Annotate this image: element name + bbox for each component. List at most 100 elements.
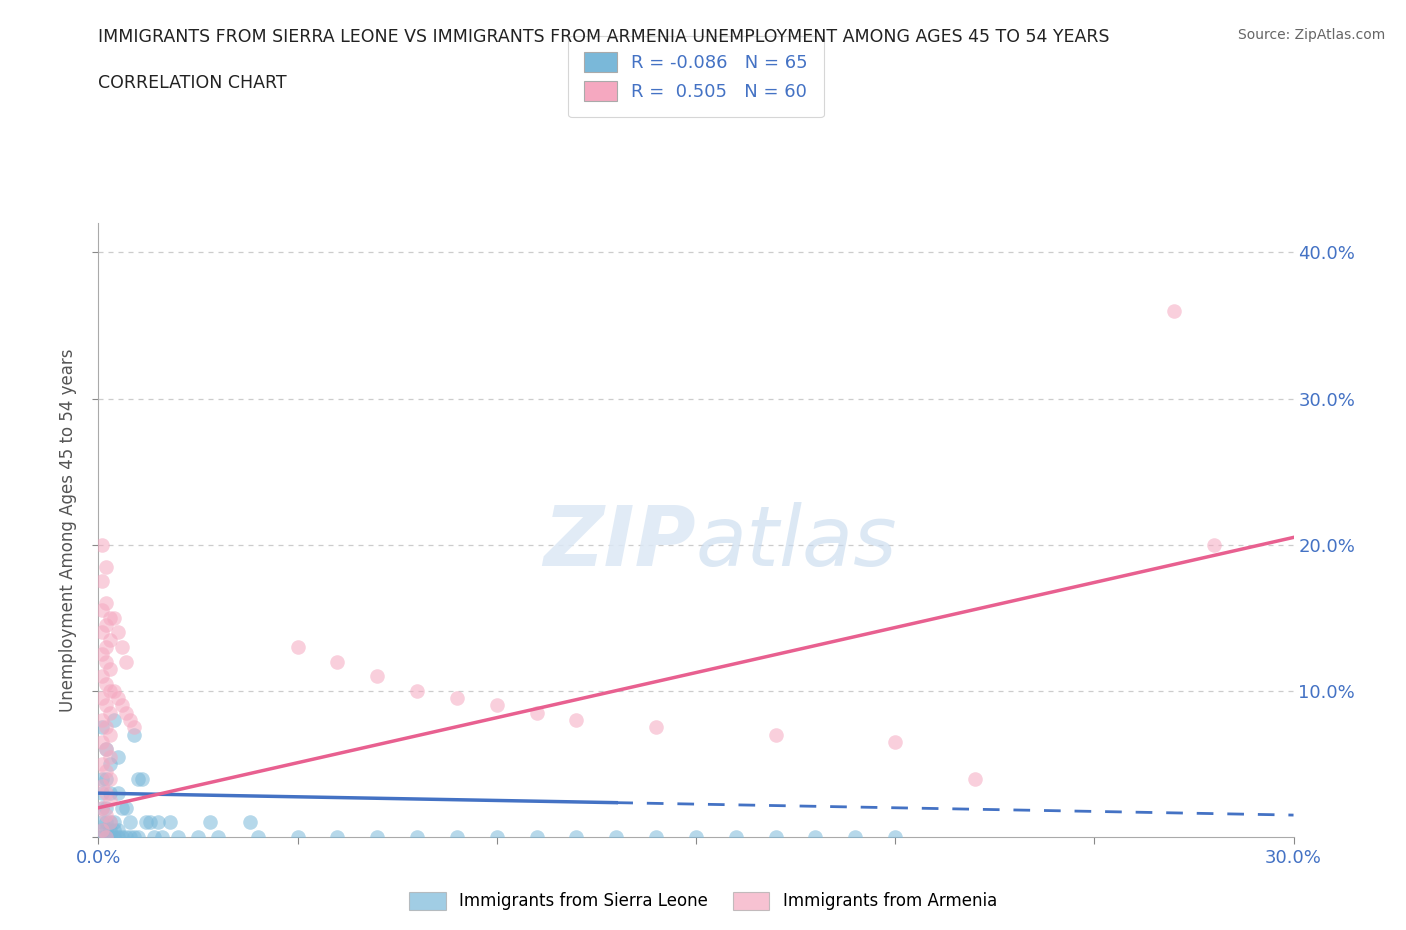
Point [103,712,125,727]
Point [96,640,118,655]
Point [239,815,262,830]
Text: ZIP: ZIP [543,502,696,583]
Point [96,559,118,574]
Point [96,742,118,757]
Point [91,712,114,727]
Point [96,720,118,735]
Point [207,830,229,844]
Point [844,830,866,844]
Point [884,830,907,844]
Point [100,750,122,764]
Point [103,610,125,625]
Point [111,801,134,816]
Point [111,830,134,844]
Point [100,684,122,698]
Point [96,676,118,691]
Point [91,830,114,844]
Point [246,830,269,844]
Point [100,756,122,771]
Point [91,822,114,837]
Point [127,771,149,786]
Point [565,712,588,727]
Text: Source: ZipAtlas.com: Source: ZipAtlas.com [1237,28,1385,42]
Point [115,801,138,816]
Point [120,830,142,844]
Point [605,830,627,844]
Point [485,698,508,713]
Point [143,830,166,844]
Point [115,654,138,669]
Point [406,684,429,698]
Point [485,830,508,844]
Point [91,691,114,706]
Point [100,632,122,647]
Point [127,830,149,844]
Y-axis label: Unemployment Among Ages 45 to 54 years: Unemployment Among Ages 45 to 54 years [59,349,77,711]
Point [100,705,122,720]
Point [96,815,118,830]
Point [96,822,118,837]
Point [115,705,138,720]
Point [150,830,173,844]
Point [107,625,129,640]
Point [446,830,468,844]
Point [111,640,134,655]
Point [645,720,668,735]
Point [91,778,114,793]
Point [366,830,388,844]
Text: atlas: atlas [696,502,897,583]
Point [111,698,134,713]
Point [326,654,349,669]
Point [366,669,388,684]
Point [107,750,129,764]
Point [526,705,548,720]
Point [645,830,668,844]
Point [91,786,114,801]
Point [91,669,114,684]
Point [124,727,146,742]
Point [765,727,787,742]
Point [96,618,118,632]
Point [103,815,125,830]
Point [91,603,114,618]
Point [198,815,221,830]
Point [107,691,129,706]
Point [526,830,548,844]
Point [100,822,122,837]
Point [100,830,122,844]
Point [96,654,118,669]
Point [91,538,114,552]
Point [1202,538,1225,552]
Point [91,771,114,786]
Point [107,786,129,801]
Point [96,801,118,816]
Legend: Immigrants from Sierra Leone, Immigrants from Armenia: Immigrants from Sierra Leone, Immigrants… [402,885,1004,917]
Point [96,764,118,778]
Point [100,661,122,676]
Point [91,625,114,640]
Text: CORRELATION CHART: CORRELATION CHART [98,74,287,92]
Point [446,691,468,706]
Point [148,815,170,830]
Point [96,830,118,844]
Point [287,830,309,844]
Point [100,786,122,801]
Point [1163,303,1185,318]
Point [159,815,181,830]
Point [115,830,138,844]
Point [91,801,114,816]
Point [91,720,114,735]
Point [91,815,114,830]
Point [120,815,142,830]
Point [139,815,162,830]
Point [96,742,118,757]
Legend: R = -0.086   N = 65, R =  0.505   N = 60: R = -0.086 N = 65, R = 0.505 N = 60 [568,36,824,117]
Point [167,830,190,844]
Point [96,698,118,713]
Point [124,830,146,844]
Point [100,610,122,625]
Point [765,830,787,844]
Point [884,735,907,750]
Point [96,786,118,801]
Point [96,771,118,786]
